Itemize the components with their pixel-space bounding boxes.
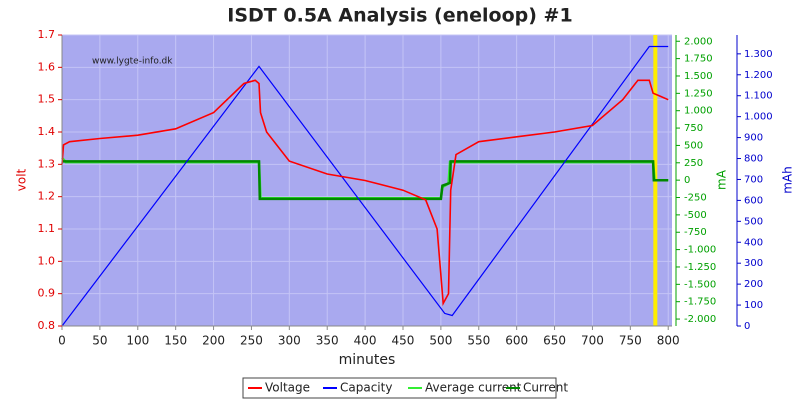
x-tick-label: 150 (164, 334, 187, 348)
y2-tick-label: 1.000 (684, 106, 713, 117)
legend-label: Average current (425, 381, 522, 395)
x-tick-label: 600 (505, 334, 528, 348)
y3-tick-label: 1.100 (744, 91, 773, 102)
legend-items: Voltage Capacity Average current Current (248, 381, 568, 395)
legend-label: Voltage (265, 381, 310, 395)
x-tick-label: 200 (202, 334, 225, 348)
y-tick-label: 1.5 (38, 93, 56, 106)
x-tick-label: 350 (316, 334, 339, 348)
y-tick-label: 0.9 (38, 287, 56, 300)
y-tick-label: 1.1 (38, 222, 56, 235)
y2-tick-label: -500 (684, 210, 707, 221)
x-tick-label: 250 (240, 334, 263, 348)
x-tick-label: 500 (429, 334, 452, 348)
y2-tick-label: -1.000 (684, 245, 716, 256)
legend-label: Capacity (340, 381, 392, 395)
y2-tick-label: -250 (684, 193, 707, 204)
x-tick-label: 100 (126, 334, 149, 348)
y2-tick-label: 1.750 (684, 54, 713, 65)
y3-tick-label: 1.300 (744, 49, 773, 60)
y2-tick-label: 250 (684, 158, 703, 169)
y2-tick-label: 0 (684, 175, 690, 186)
x-tick-label: 650 (543, 334, 566, 348)
watermark: www.lygte-info.dk (92, 57, 173, 67)
y3-axis-label: mAh (781, 166, 795, 194)
chart-title: ISDT 0.5A Analysis (eneloop) #1 (227, 5, 572, 27)
y2-tick-label: 2.000 (684, 36, 713, 47)
y-tick-label: 1.4 (38, 125, 56, 138)
x-tick-label: 300 (278, 334, 301, 348)
y2-tick-label: -1.500 (684, 279, 716, 290)
series-lines (61, 35, 669, 327)
y2-tick-label: 750 (684, 123, 703, 134)
y2-axis-label: mA (715, 169, 729, 190)
y3-tick-label: 800 (744, 154, 763, 165)
y3-tick-label: 500 (744, 216, 763, 227)
x-tick-label: 0 (58, 334, 66, 348)
y3-tick-label: 0 (744, 321, 750, 332)
y2-tick-label: 1.500 (684, 71, 713, 82)
x-tick-label: 700 (581, 334, 604, 348)
y2-tick-label: -750 (684, 227, 707, 238)
y3-tick-label: 1.000 (744, 112, 773, 123)
y-tick-label: 0.8 (38, 319, 56, 332)
x-tick-label: 550 (467, 334, 490, 348)
y3-tick-label: 100 (744, 300, 763, 311)
y2-tick-label: -1.250 (684, 262, 716, 273)
series-line (61, 45, 669, 327)
x-tick-label: 750 (619, 334, 642, 348)
y3-tick-label: 400 (744, 237, 763, 248)
y-tick-label: 1.7 (38, 28, 56, 41)
y3-tick-label: 1.200 (744, 70, 773, 81)
y-tick-label: 1.6 (38, 60, 56, 73)
y3-tick-label: 900 (744, 133, 763, 144)
grid (61, 34, 672, 327)
y-tick-label: 1.2 (38, 190, 56, 203)
x-axis-label: minutes (339, 352, 396, 368)
x-tick-label: 800 (657, 334, 680, 348)
x-tick-label: 400 (354, 334, 377, 348)
y2-tick-label: -1.750 (684, 297, 716, 308)
y3-tick-label: 600 (744, 195, 763, 206)
y-tick-label: 1.3 (38, 157, 56, 170)
legend-label: Current (523, 381, 568, 395)
series-line (62, 160, 669, 201)
series-line (61, 79, 669, 307)
y-axis-label: volt (15, 168, 29, 191)
y2-tick-label: 1.250 (684, 88, 713, 99)
y2-tick-label: 500 (684, 140, 703, 151)
legend (242, 377, 557, 399)
x-tick-label: 50 (92, 334, 107, 348)
y2-tick-label: -2.000 (684, 314, 716, 325)
x-tick-label: 450 (392, 334, 415, 348)
y3-tick-label: 200 (744, 279, 763, 290)
y-tick-label: 1.0 (38, 254, 56, 267)
y3-tick-label: 300 (744, 258, 763, 269)
y3-tick-label: 700 (744, 174, 763, 185)
